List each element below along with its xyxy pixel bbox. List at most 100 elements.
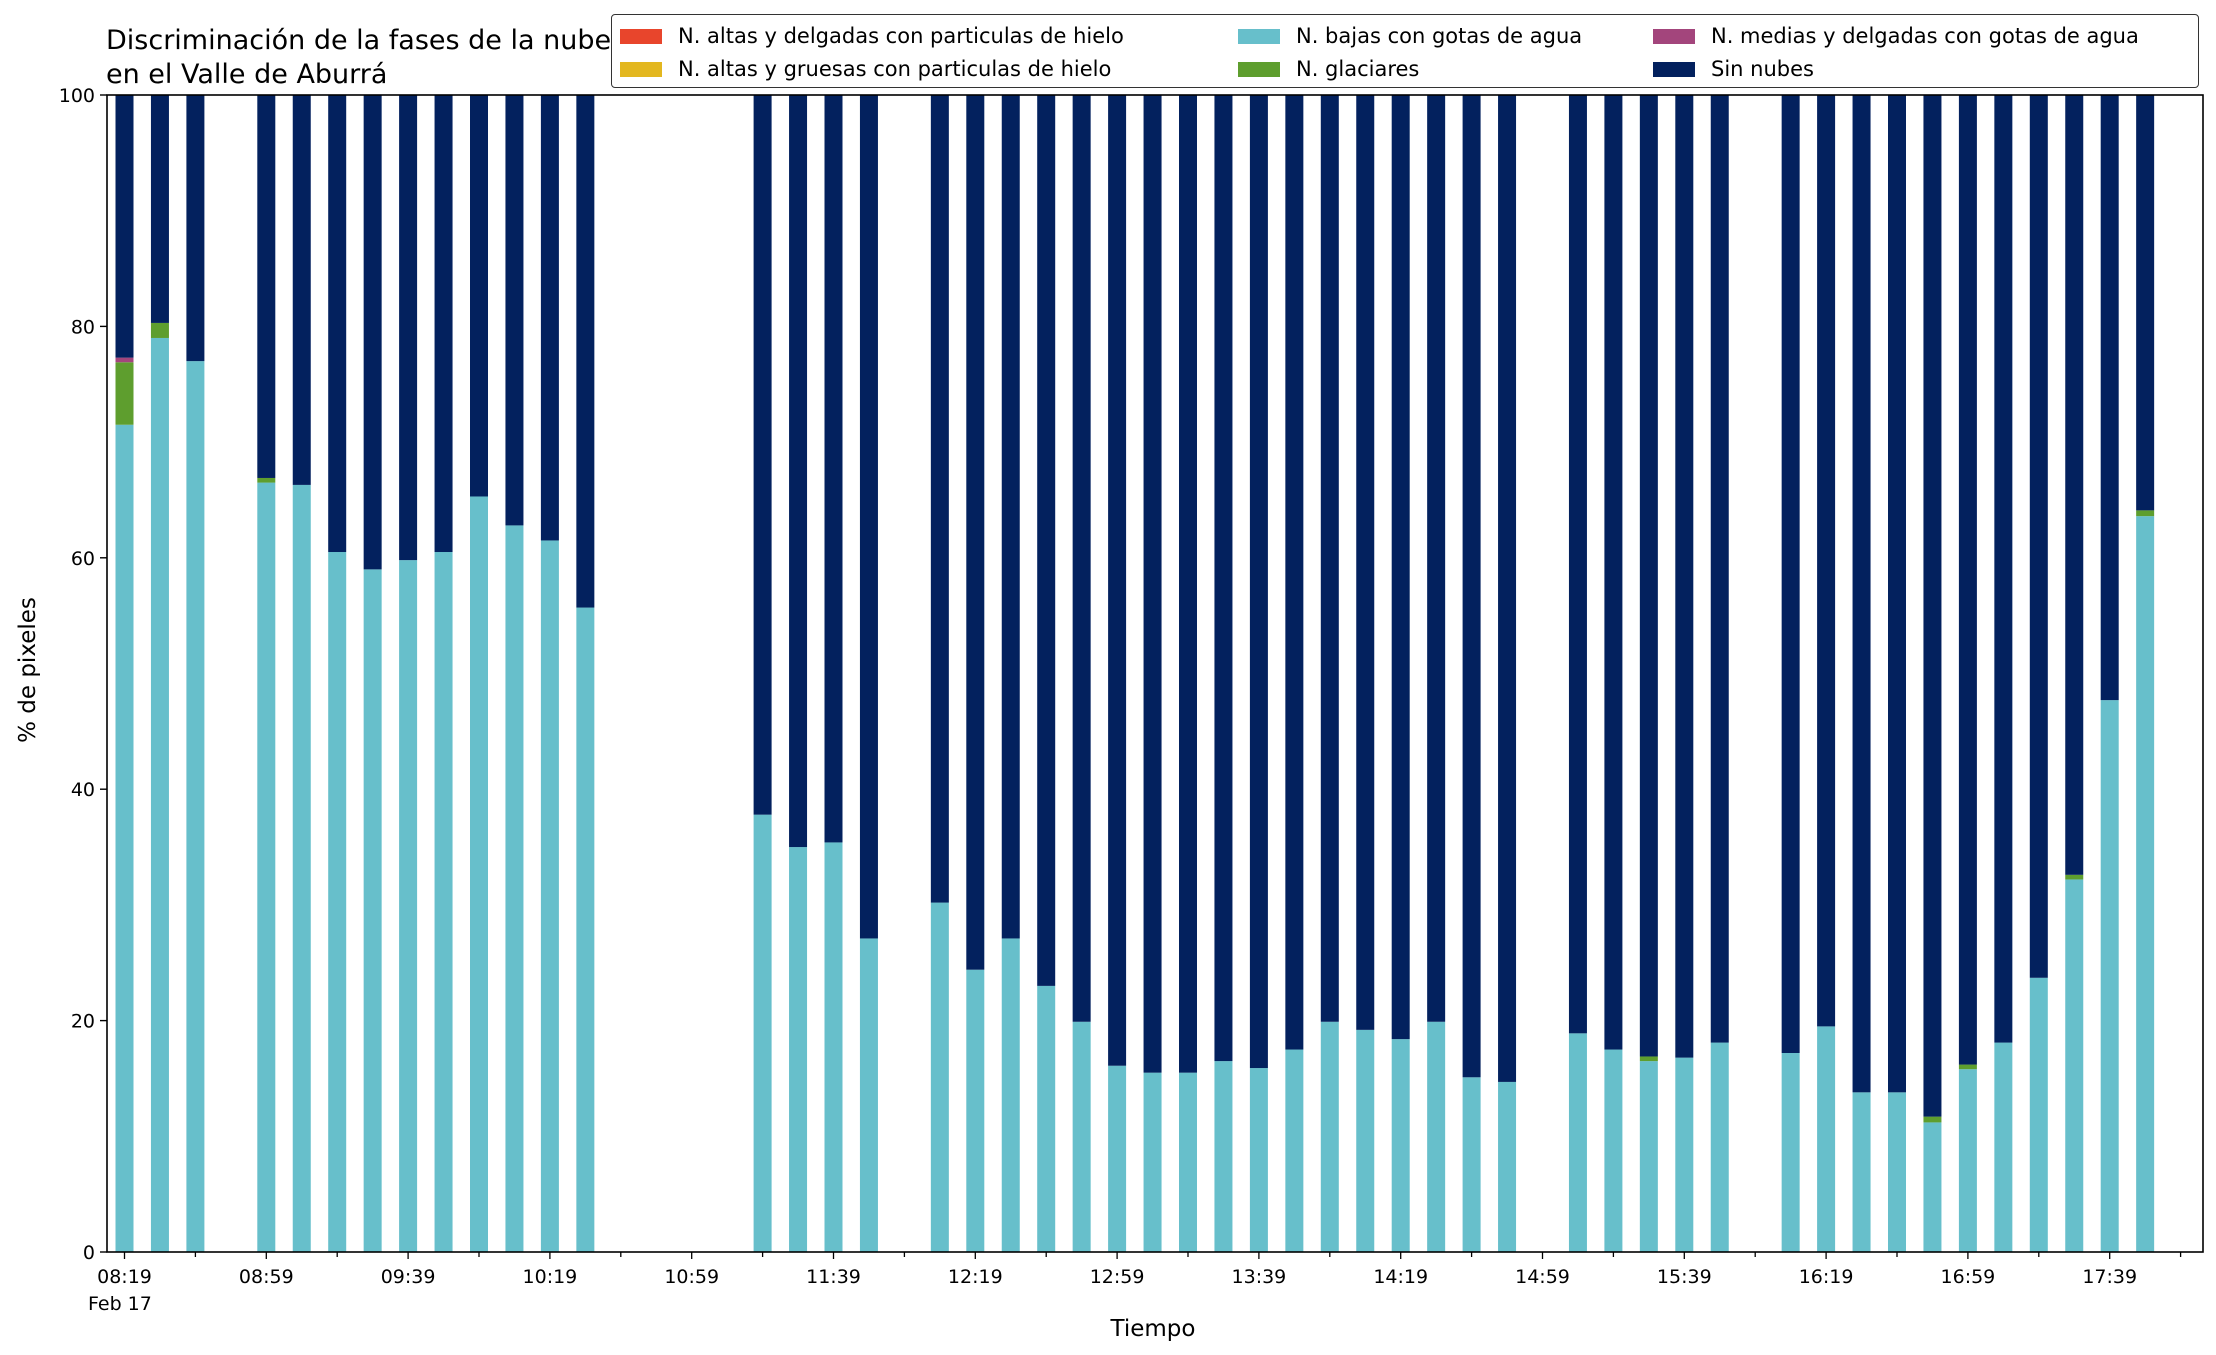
bar-segment-bajas-agua-0819 — [115, 424, 134, 1252]
x-tick-label: 09:39 — [381, 1266, 436, 1288]
bar-segment-bajas-agua-1429 — [1427, 1021, 1446, 1252]
bar-segment-sin-nubes-1629 — [1852, 95, 1871, 1093]
bar-segment-sin-nubes-1619 — [1817, 95, 1836, 1027]
bar-segment-bajas-agua-0839 — [186, 361, 205, 1252]
y-axis-label: % de pixeles — [15, 597, 41, 743]
bar-segment-sin-nubes-1549 — [1710, 95, 1729, 1043]
bar-segment-bajas-agua-1149 — [859, 938, 878, 1252]
bar-segment-bajas-agua-1339 — [1249, 1068, 1268, 1252]
bar-segment-bajas-agua-1019 — [540, 540, 559, 1252]
bar-segment-bajas-agua-1539 — [1675, 1057, 1694, 1252]
bar-segment-bajas-agua-1319 — [1179, 1072, 1197, 1252]
bar-segment-bajas-agua-0909 — [292, 484, 311, 1252]
bar-segment-sin-nubes-1659 — [1958, 95, 1977, 1065]
bar-segment-sin-nubes-1519 — [1604, 95, 1623, 1050]
bar-segment-sin-nubes-1149 — [859, 95, 878, 939]
x-date-label: Feb 17 — [88, 1293, 152, 1315]
bar-segment-bajas-agua-1259 — [1108, 1065, 1127, 1252]
bar-segment-bajas-agua-1239 — [1037, 985, 1056, 1252]
x-tick-label: 11:39 — [806, 1266, 861, 1288]
y-tick-label: 0 — [83, 1242, 95, 1264]
legend-item-altas-gruesas: N. altas y gruesas con particulas de hie… — [620, 54, 1111, 84]
x-tick-label: 14:59 — [1515, 1266, 1570, 1288]
bar-segment-bajas-agua-1139 — [824, 842, 843, 1252]
legend-swatch-bajas-agua — [1238, 28, 1280, 44]
bar-segment-bajas-agua-1409 — [1356, 1029, 1375, 1252]
bar-segment-sin-nubes-0859 — [257, 95, 276, 478]
bar-segment-sin-nubes-1409 — [1356, 95, 1375, 1030]
x-tick-label: 08:59 — [239, 1266, 294, 1288]
x-tick-label: 10:19 — [523, 1266, 578, 1288]
bar-segment-sin-nubes-0929 — [363, 95, 382, 570]
bar-segment-sin-nubes-1339 — [1249, 95, 1268, 1069]
bar-segment-bajas-agua-0959 — [470, 496, 488, 1253]
bar-segment-sin-nubes-0949 — [434, 95, 453, 553]
bar-segment-bajas-agua-0939 — [399, 560, 418, 1252]
bar-segment-bajas-agua-1719 — [2029, 977, 2048, 1252]
legend: N. altas y delgadas con particulas de hi… — [611, 14, 2199, 88]
bar-segment-bajas-agua-1659 — [1958, 1069, 1977, 1252]
bar-segment-sin-nubes-1709 — [1994, 95, 2013, 1043]
x-tick-label: 10:59 — [664, 1266, 719, 1288]
bar-segment-sin-nubes-1609 — [1781, 95, 1800, 1053]
x-tick-label: 13:39 — [1232, 1266, 1287, 1288]
bar-segment-sin-nubes-1729 — [2065, 95, 2084, 875]
bar-segment-sin-nubes-1019 — [540, 95, 559, 541]
bar-segment-bajas-agua-1009 — [505, 525, 524, 1252]
bar-segment-glaciares-1649 — [1923, 1116, 1942, 1123]
bar-segment-bajas-agua-1629 — [1852, 1092, 1871, 1252]
bar-segment-bajas-agua-1639 — [1888, 1092, 1906, 1252]
bar-segment-sin-nubes-1219 — [966, 95, 985, 970]
bar-segment-bajas-agua-1119 — [753, 814, 772, 1252]
legend-label-medias-delgadas: N. medias y delgadas con gotas de agua — [1711, 24, 2139, 48]
legend-label-altas-delgadas: N. altas y delgadas con particulas de hi… — [678, 24, 1124, 48]
bar-segment-bajas-agua-1349 — [1285, 1049, 1304, 1252]
bar-segment-bajas-agua-0929 — [363, 569, 382, 1252]
bar-segment-glaciares-0819 — [115, 362, 134, 425]
x-tick-label: 14:19 — [1373, 1266, 1428, 1288]
legend-item-altas-delgadas: N. altas y delgadas con particulas de hi… — [620, 21, 1124, 51]
bars-group — [115, 95, 2155, 1253]
bar-segment-sin-nubes-1229 — [1001, 95, 1020, 939]
axes-group: 0 20 40 60 80 100 08:19 08:59 09:39 10:19 10:59 11:… — [59, 85, 2204, 1315]
bar-segment-bajas-agua-1529 — [1639, 1061, 1658, 1252]
x-tick-label: 16:59 — [1941, 1266, 1996, 1288]
bar-segment-sin-nubes-1009 — [505, 95, 524, 526]
bar-segment-sin-nubes-1749 — [2136, 95, 2155, 511]
bar-segment-sin-nubes-1419 — [1391, 95, 1410, 1040]
bar-segment-sin-nubes-0939 — [399, 95, 418, 561]
legend-label-bajas-agua: N. bajas con gotas de agua — [1296, 24, 1583, 48]
bar-segment-sin-nubes-0959 — [470, 95, 488, 497]
bar-segment-bajas-agua-1449 — [1498, 1081, 1517, 1252]
x-tick-label: 08:19 — [97, 1266, 152, 1288]
legend-item-medias-delgadas: N. medias y delgadas con gotas de agua — [1653, 21, 2139, 51]
bar-segment-bajas-agua-1329 — [1214, 1061, 1233, 1252]
bar-segment-sin-nubes-1309 — [1143, 95, 1162, 1073]
bar-segment-bajas-agua-0949 — [434, 552, 453, 1252]
bar-segment-sin-nubes-1319 — [1179, 95, 1197, 1073]
bar-segment-glaciares-1529 — [1639, 1056, 1658, 1062]
y-tick-label: 40 — [71, 779, 95, 801]
bar-segment-sin-nubes-1239 — [1037, 95, 1056, 986]
bar-segment-sin-nubes-1359 — [1320, 95, 1339, 1022]
bar-segment-bajas-agua-1609 — [1781, 1053, 1800, 1252]
bar-segment-bajas-agua-1249 — [1072, 1021, 1091, 1252]
bar-segment-bajas-agua-0919 — [328, 552, 347, 1252]
bar-segment-sin-nubes-1739 — [2100, 95, 2119, 701]
y-tick-label: 100 — [59, 85, 95, 107]
bar-segment-sin-nubes-0819 — [115, 95, 134, 358]
y-tick-label: 80 — [71, 316, 95, 338]
bar-segment-bajas-agua-1439 — [1462, 1077, 1481, 1252]
bar-segment-sin-nubes-1029 — [576, 95, 595, 608]
bar-segment-sin-nubes-0839 — [186, 95, 205, 362]
x-axis-label: Tiempo — [1110, 1316, 1196, 1342]
x-tick-label: 15:39 — [1657, 1266, 1712, 1288]
legend-label-altas-gruesas: N. altas y gruesas con particulas de hie… — [678, 57, 1112, 81]
bar-segment-sin-nubes-0829 — [150, 95, 169, 323]
x-tick-label: 17:39 — [2082, 1266, 2137, 1288]
bar-segment-sin-nubes-1129 — [789, 95, 808, 848]
bar-segment-sin-nubes-1509 — [1568, 95, 1587, 1034]
bar-segment-glaciares-0829 — [150, 322, 169, 338]
bar-segment-bajas-agua-0859 — [257, 482, 276, 1253]
bar-segment-sin-nubes-1639 — [1888, 95, 1906, 1093]
